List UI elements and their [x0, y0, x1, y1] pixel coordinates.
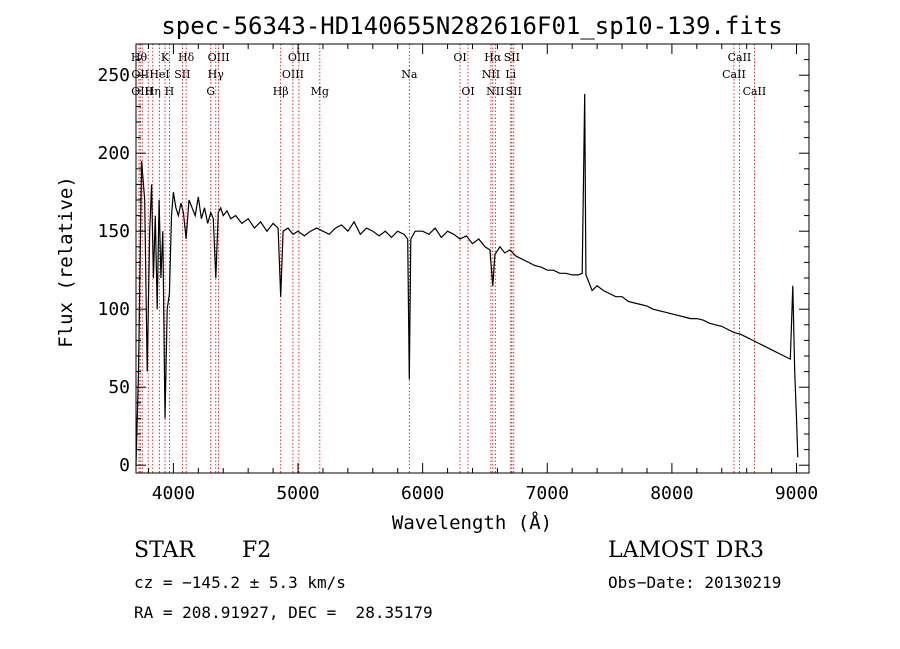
plot-frame [135, 43, 810, 474]
x-tick-label-0: 4000 [152, 483, 195, 504]
x-tick-label-1: 5000 [276, 483, 319, 504]
line-label-20: NII [482, 68, 500, 81]
x-axis: 4000 5000 6000 7000 8000 9000 [147, 44, 818, 504]
y-tick-label-1: 50 [108, 377, 130, 398]
survey-name: LAMOST DR3 [608, 538, 764, 563]
object-class: STAR [134, 538, 195, 563]
object-subclass: F2 [242, 538, 272, 563]
spectrum-series [135, 93, 799, 466]
line-label-24: SII [504, 51, 520, 64]
y-axis: 0 50 100 150 200 250 [97, 59, 809, 476]
line-label-2: OIII [131, 85, 153, 98]
y-tick-label-0: 0 [119, 455, 130, 476]
line-label-15: OIII [288, 51, 310, 64]
line-label-25: SII [506, 85, 522, 98]
line-label-23: Li [505, 68, 516, 81]
observation-date: Obs−Date: 20130219 [608, 573, 782, 592]
line-label-21: Hα [484, 51, 502, 64]
x-axis-label: Wavelength (Å) [392, 511, 552, 534]
line-label-28: CaII [743, 85, 767, 98]
line-label-11: Hγ [208, 68, 225, 81]
line-label-7: H [165, 85, 175, 98]
line-label-8: SII [174, 68, 190, 81]
line-label-14: OIII [282, 68, 304, 81]
line-label-4: Hη [145, 85, 161, 98]
y-tick-label-4: 200 [97, 143, 130, 164]
line-label-18: OI [453, 51, 466, 64]
x-tick-label-4: 8000 [650, 483, 693, 504]
line-label-5: HeI [149, 68, 169, 81]
line-label-22: NII [486, 85, 504, 98]
line-label-9: Hδ [178, 51, 195, 64]
y-axis-label: Flux (relative) [55, 176, 77, 348]
x-tick-label-2: 6000 [401, 483, 444, 504]
line-label-0: Hθ [131, 51, 148, 64]
line-label-1: OII [131, 68, 149, 81]
y-tick-label-2: 100 [97, 299, 130, 320]
line-label-6: K [161, 51, 170, 64]
spectral-line-labels: HθOIIOIIIHηHeIKHSIIHδGHγOIIIHβOIIIOIIIMg… [131, 51, 766, 98]
line-label-16: Mg [311, 85, 329, 98]
y-tick-label-5: 250 [97, 65, 130, 86]
x-tick-label-5: 9000 [775, 483, 818, 504]
line-label-26: CaII [722, 68, 746, 81]
line-label-10: G [206, 85, 215, 98]
line-label-27: CaII [728, 51, 752, 64]
y-tick-label-3: 150 [97, 221, 130, 242]
line-label-17: Na [401, 68, 418, 81]
line-label-19: OI [461, 85, 474, 98]
spectral-line-markers [138, 44, 755, 473]
x-tick-label-3: 7000 [526, 483, 569, 504]
coordinates-readout: RA = 208.91927, DEC = 28.35179 [134, 603, 433, 622]
chart-title: spec-56343-HD140655N282616F01_sp10-139.f… [161, 12, 782, 40]
line-label-13: Hβ [273, 85, 289, 98]
line-label-12: OIII [208, 51, 230, 64]
redshift-readout: cz = −145.2 ± 5.3 km/s [134, 573, 346, 592]
